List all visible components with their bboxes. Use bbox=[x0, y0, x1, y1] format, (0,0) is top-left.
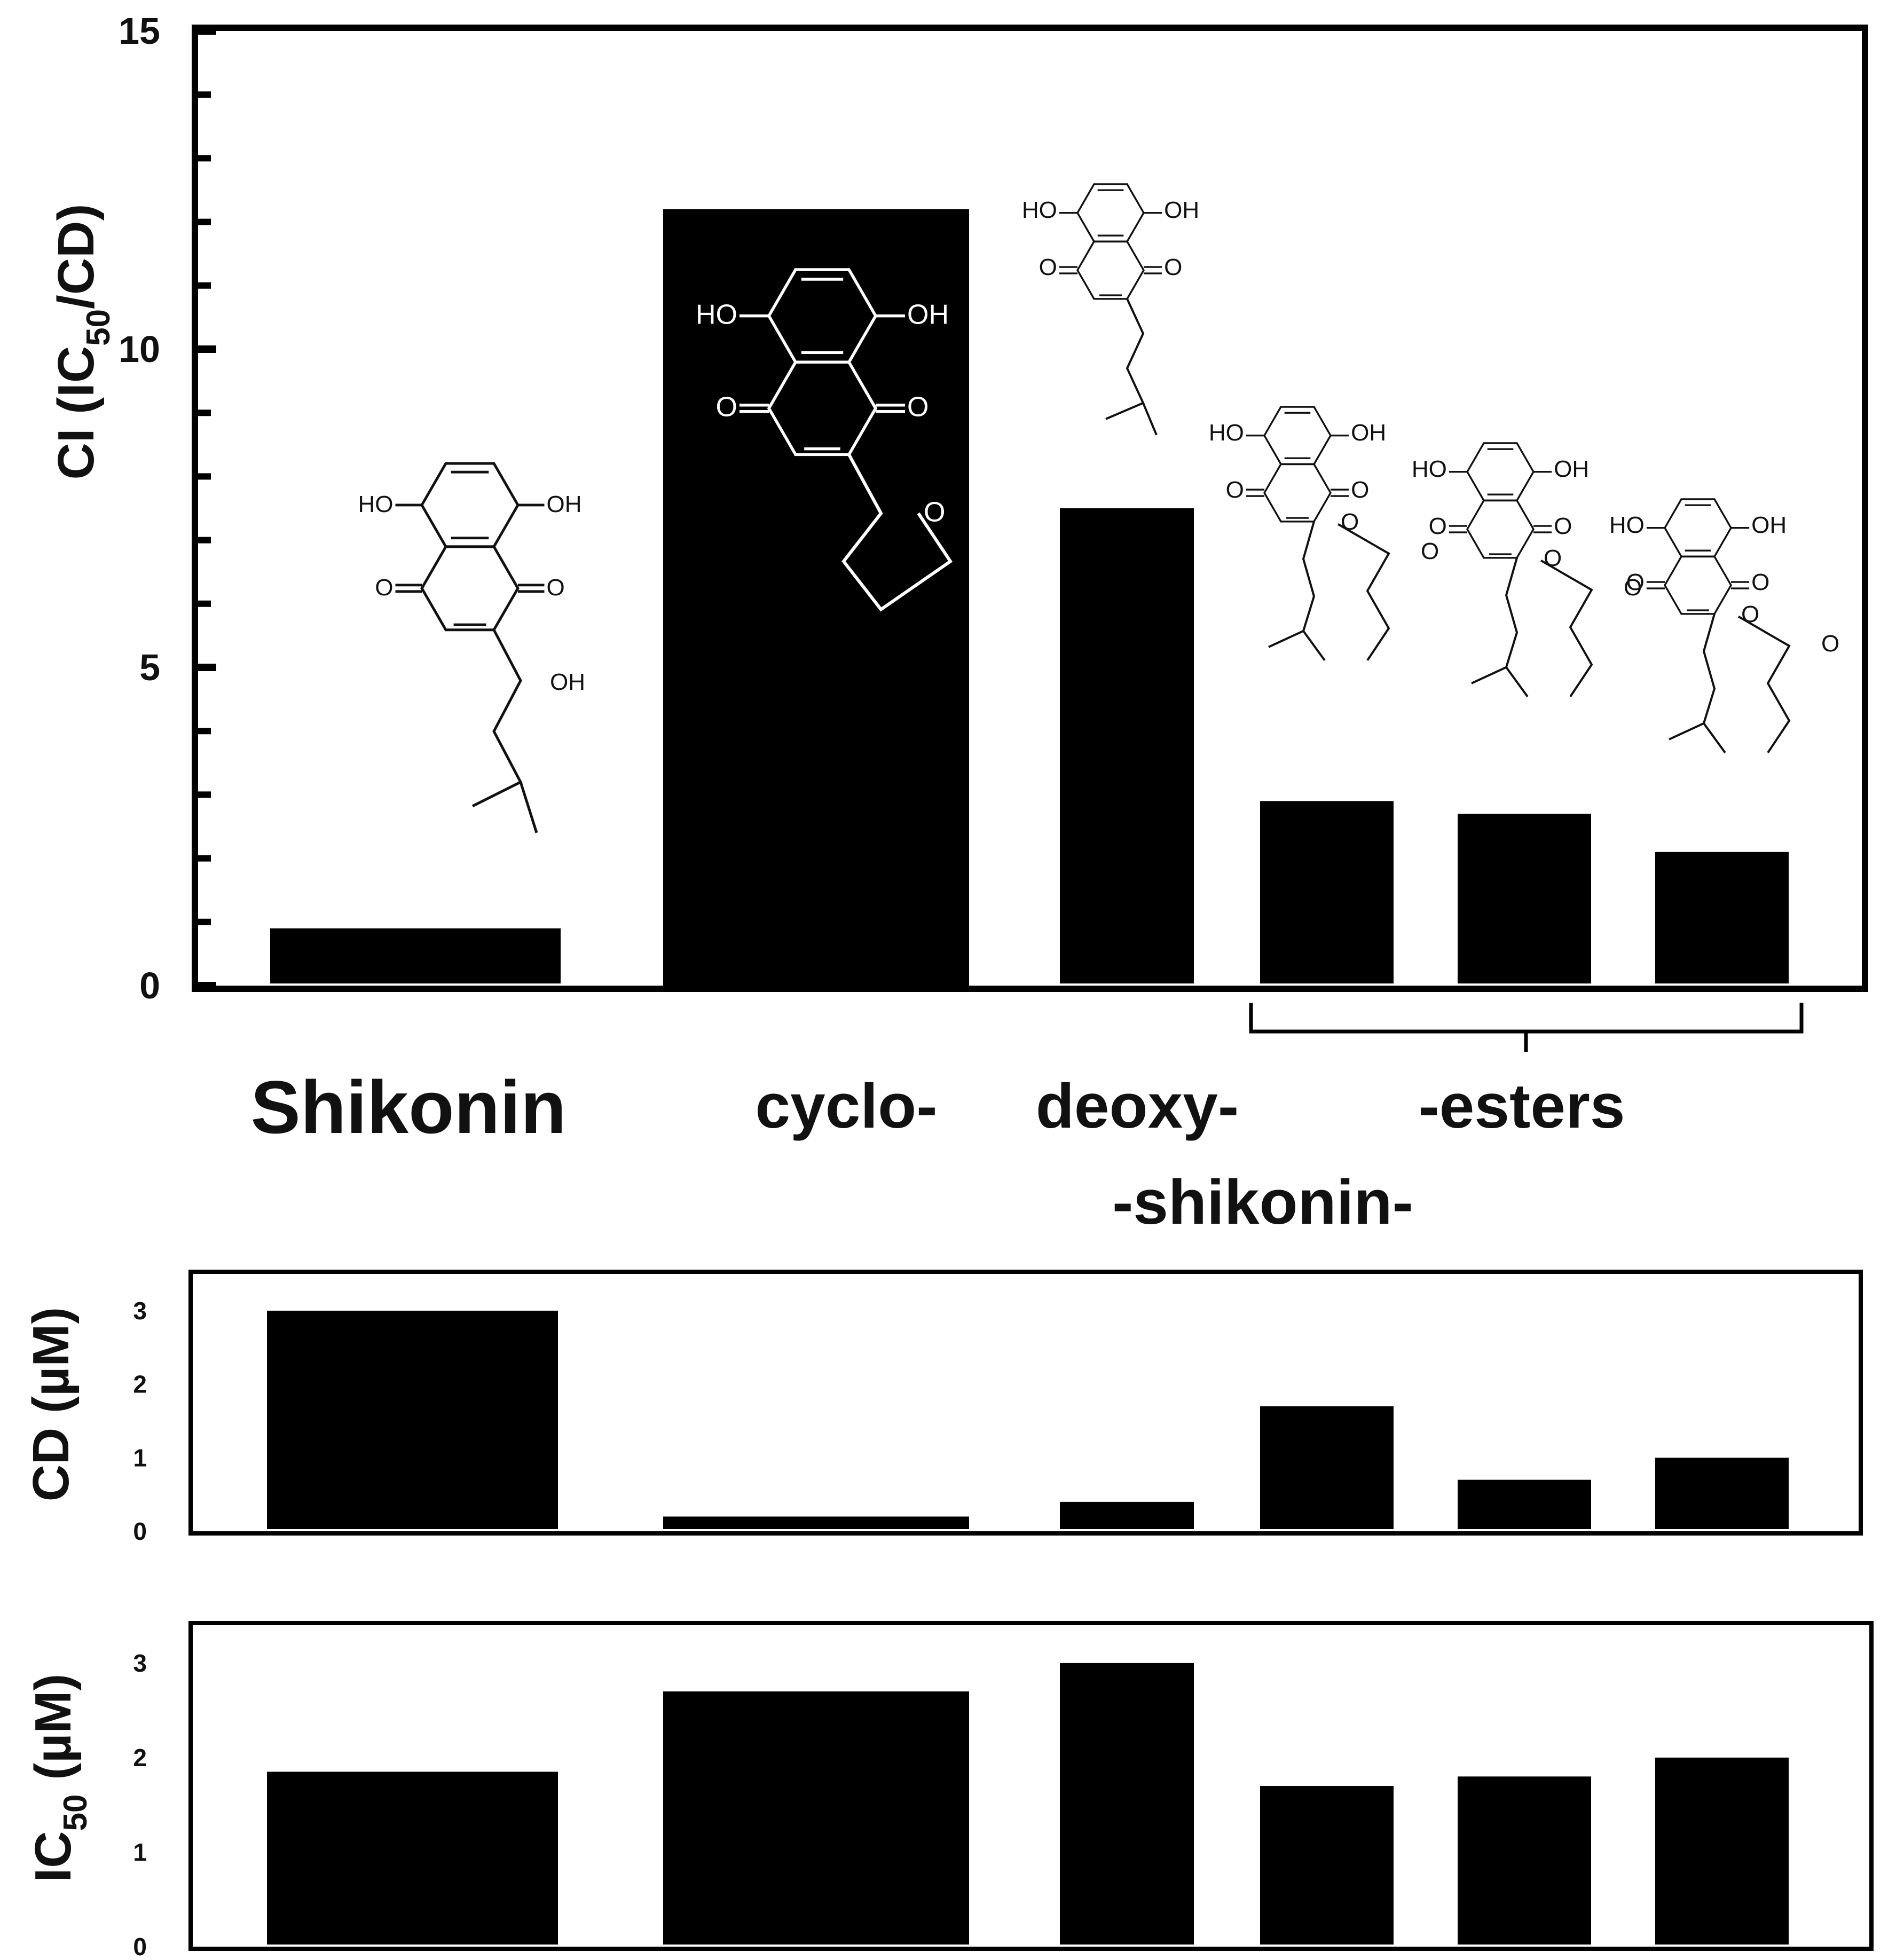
structure-ester-3-atom-o-carbonyl: O bbox=[1821, 631, 1839, 657]
structure-ester-3-atom-o-right: O bbox=[1751, 569, 1769, 595]
structure-ester-1-atom-o-ester: O bbox=[1341, 509, 1359, 535]
structure-ester-3-atom-oh: OH bbox=[1751, 512, 1787, 538]
structure-cyclo-atom-oh: OH bbox=[907, 299, 949, 330]
structure-shikonin bbox=[395, 462, 545, 833]
structure-shikonin-atom-oh: OH bbox=[547, 491, 582, 517]
structure-deoxy-atom-labels: HO OH O O bbox=[1022, 197, 1199, 280]
cd-tick-label-1: 1 bbox=[133, 1444, 147, 1471]
structure-ester-2-atom-o-right: O bbox=[1554, 513, 1572, 539]
label-shikonin: Shikonin bbox=[250, 1065, 566, 1149]
structure-cyclo-atom-labels: HO OH O O bbox=[696, 299, 949, 422]
bar-cd-2 bbox=[663, 1516, 969, 1529]
structure-ester-2 bbox=[1449, 442, 1593, 697]
structure-ester-3-atom-o-ester: O bbox=[1741, 601, 1759, 627]
cd-y-axis-label: CD (µM) bbox=[22, 1307, 80, 1502]
bar-ci-6 bbox=[1655, 852, 1789, 983]
cd-tick-label-0: 0 bbox=[133, 1517, 147, 1545]
bar-ci-5 bbox=[1458, 814, 1591, 983]
structure-ester-3-atom-o-left: O bbox=[1626, 569, 1645, 595]
structure-deoxy-atom-oh: OH bbox=[1164, 197, 1199, 223]
bar-ic50-1 bbox=[267, 1772, 558, 1945]
cd-plot-frame bbox=[188, 1270, 1863, 1536]
label-shikonin-suffix: -shikonin- bbox=[1112, 1167, 1413, 1238]
structure-cyclo bbox=[739, 268, 953, 612]
structure-deoxy-atom-o-right: O bbox=[1164, 254, 1182, 280]
bar-cd-6 bbox=[1655, 1458, 1789, 1529]
bar-cd-1 bbox=[267, 1310, 558, 1529]
ic50-panel: 0 1 2 3 IC50 (µM) bbox=[25, 1621, 1874, 1960]
ic50-tick-label-0: 0 bbox=[133, 1933, 147, 1960]
structure-ester-1-atom-labels: HO OH O O bbox=[1209, 420, 1386, 503]
bar-ci-4 bbox=[1260, 801, 1394, 983]
ci-y-ticks: 0 5 10 15 bbox=[119, 10, 216, 1006]
cd-panel: 0 1 2 3 CD (µM) bbox=[22, 1270, 1863, 1545]
structure-shikonin-atom-o-left: O bbox=[375, 574, 393, 601]
ic50-bars bbox=[267, 1663, 1789, 1945]
structure-ester-1-atom-o-right: O bbox=[1351, 477, 1369, 503]
ci-tick-label-3: 15 bbox=[119, 10, 160, 52]
ci-panel: 0 5 10 15 CI (IC50/CD) bbox=[48, 10, 1868, 1006]
bar-ci-3 bbox=[1060, 508, 1194, 983]
structure-cyclo-atom-ho: HO bbox=[696, 299, 737, 330]
structure-ester-2-atom-oh: OH bbox=[1554, 456, 1589, 482]
bar-ic50-3 bbox=[1060, 1663, 1194, 1945]
structure-ester-3-atom-labels: HO OH O O bbox=[1609, 512, 1787, 595]
structure-shikonin-atom-labels: HO OH O O bbox=[358, 491, 582, 601]
ci-tick-label-1: 5 bbox=[139, 647, 160, 688]
structure-cyclo-atom-o-left: O bbox=[716, 392, 737, 423]
structure-ester-3-atom-ho: HO bbox=[1609, 512, 1645, 538]
label-deoxy: deoxy- bbox=[1036, 1071, 1239, 1142]
bar-cd-4 bbox=[1260, 1406, 1394, 1529]
bar-cd-3 bbox=[1060, 1501, 1194, 1529]
ic50-y-ticks: 0 1 2 3 bbox=[133, 1649, 147, 1960]
structure-ester-1-atom-o-carbonyl: O bbox=[1421, 538, 1439, 564]
bar-ci-2 bbox=[663, 209, 969, 991]
structure-shikonin-atom-ho: HO bbox=[358, 491, 394, 517]
esters-bracket bbox=[1249, 1003, 1804, 1052]
ic50-plot-frame bbox=[188, 1621, 1874, 1951]
structure-ester-2-atom-o-left: O bbox=[1429, 513, 1447, 539]
structure-ester-2-atom-o-ester: O bbox=[1544, 545, 1562, 571]
structure-deoxy bbox=[1059, 183, 1162, 436]
bar-ic50-6 bbox=[1655, 1757, 1789, 1945]
ci-bars bbox=[270, 209, 1789, 991]
ci-plot-frame bbox=[192, 25, 1868, 992]
bar-cd-5 bbox=[1458, 1479, 1591, 1529]
ci-y-axis-label: CI (IC50/CD) bbox=[48, 204, 117, 480]
ic50-tick-label-3: 3 bbox=[133, 1649, 147, 1677]
ic50-y-axis-label: IC50 (µM) bbox=[25, 1674, 94, 1883]
structure-shikonin-atom-oh-side: OH bbox=[550, 669, 585, 695]
structure-shikonin-atom-o-right: O bbox=[547, 574, 565, 601]
ic50-tick-label-2: 2 bbox=[133, 1744, 147, 1772]
cd-tick-label-3: 3 bbox=[133, 1297, 147, 1325]
label-cyclo: cyclo- bbox=[755, 1071, 937, 1142]
cd-tick-label-2: 2 bbox=[133, 1371, 147, 1398]
structure-ester-1-atom-oh: OH bbox=[1351, 420, 1386, 446]
structure-deoxy-atom-o-left: O bbox=[1039, 254, 1057, 280]
bar-ci-1 bbox=[270, 928, 561, 983]
structure-ester-1-atom-ho: HO bbox=[1209, 420, 1244, 446]
cd-bars bbox=[267, 1310, 1789, 1529]
bar-ic50-2 bbox=[663, 1691, 969, 1945]
structure-ester-2-atom-ho: HO bbox=[1412, 456, 1447, 482]
structure-ester-1 bbox=[1246, 406, 1390, 661]
ci-tick-label-2: 10 bbox=[119, 328, 160, 370]
bar-ic50-5 bbox=[1458, 1776, 1591, 1945]
ci-tick-label-0: 0 bbox=[139, 965, 160, 1006]
structure-ester-2-atom-labels: HO OH O O bbox=[1412, 456, 1589, 539]
structure-cyclo-atom-o-right: O bbox=[907, 392, 929, 423]
structure-deoxy-atom-ho: HO bbox=[1022, 197, 1057, 223]
ic50-tick-label-1: 1 bbox=[133, 1838, 147, 1866]
cd-y-ticks: 0 1 2 3 bbox=[133, 1297, 147, 1545]
structure-ester-2-atom-o-carbonyl: O bbox=[1624, 574, 1642, 601]
structure-ester-1-atom-o-left: O bbox=[1226, 477, 1244, 503]
bar-ic50-4 bbox=[1260, 1786, 1394, 1945]
structure-ester-3 bbox=[1646, 498, 1791, 753]
structure-cyclo-atom-o-ring: O bbox=[924, 497, 945, 528]
label-esters: -esters bbox=[1418, 1071, 1625, 1142]
